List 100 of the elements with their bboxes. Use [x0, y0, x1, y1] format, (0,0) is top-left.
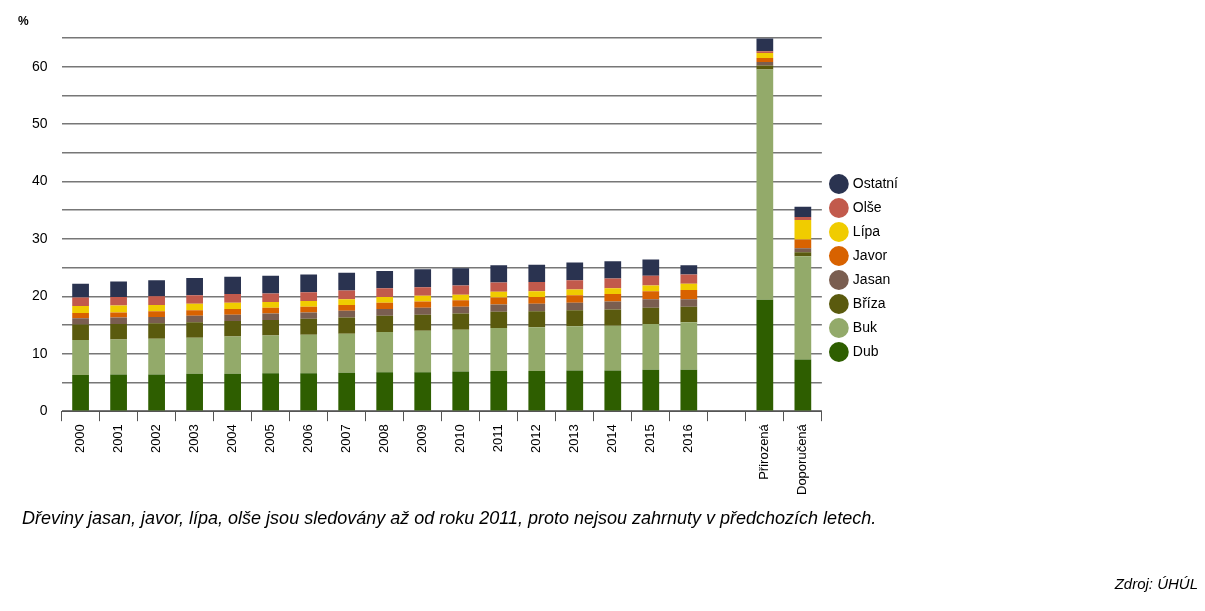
bar — [72, 318, 89, 325]
bar — [794, 256, 812, 360]
x-tick-label: 2011 — [490, 424, 506, 453]
legend-label: Javor — [852, 246, 888, 263]
legend-label: Dub — [852, 342, 879, 359]
bar — [566, 262, 584, 281]
bar — [186, 303, 203, 311]
bar — [148, 311, 165, 318]
bar — [604, 325, 622, 371]
bar — [224, 302, 241, 309]
x-tick-label: 2005 — [262, 424, 278, 454]
bar — [414, 269, 432, 288]
bar — [148, 338, 165, 375]
bar — [756, 52, 774, 59]
bar — [262, 293, 280, 303]
bar — [490, 370, 508, 411]
bar — [490, 265, 508, 283]
bar — [528, 296, 546, 304]
bar — [338, 299, 356, 305]
bar — [72, 375, 89, 411]
bar — [794, 217, 812, 220]
bar — [376, 296, 394, 303]
bar — [604, 301, 622, 310]
x-tick-label: 2009 — [414, 424, 430, 454]
bar — [528, 327, 546, 371]
bar — [224, 373, 241, 411]
bar — [72, 283, 89, 298]
bar — [72, 313, 89, 319]
text: Dřeviny jasan, javor, lípa, olše jsou sledovány až od roku 2011, proto nejsou zahrnuty v předchozích letech. — [22, 508, 878, 529]
bar — [452, 313, 470, 330]
bar — [72, 339, 89, 375]
bar — [604, 278, 622, 289]
bar — [300, 274, 318, 293]
bar — [262, 275, 280, 294]
bar — [72, 297, 89, 307]
bar — [680, 306, 698, 323]
bar — [642, 299, 660, 308]
bar — [186, 315, 203, 323]
x-tick-label: 2010 — [452, 424, 468, 454]
bar — [642, 259, 660, 276]
bar — [376, 271, 394, 289]
bar — [566, 280, 584, 290]
bar — [566, 326, 584, 371]
y-axis-title: % — [18, 14, 29, 29]
bar — [110, 312, 127, 318]
x-tick-label: 2012 — [528, 424, 544, 454]
bar — [756, 299, 774, 411]
bar — [604, 370, 622, 411]
bar — [110, 317, 127, 324]
bar — [642, 369, 660, 411]
bar — [414, 314, 432, 331]
bar — [642, 323, 660, 370]
bar — [338, 333, 356, 373]
bar — [680, 299, 698, 307]
bar — [110, 374, 127, 411]
bar — [528, 282, 546, 292]
bar — [414, 301, 432, 308]
bar — [72, 306, 89, 313]
bar — [110, 323, 127, 340]
bar — [528, 311, 546, 328]
bar — [262, 373, 280, 411]
x-tick-label: 2004 — [224, 424, 240, 454]
bar — [566, 302, 584, 311]
bar — [528, 291, 546, 297]
bar — [148, 317, 165, 324]
bar — [338, 290, 356, 300]
bar — [300, 312, 318, 319]
bar — [148, 323, 165, 339]
y-tick-label: 60 — [31, 57, 48, 74]
legend-label: Lípa — [852, 222, 881, 239]
bar — [756, 58, 774, 63]
bar — [414, 295, 432, 302]
bar — [300, 292, 318, 301]
bar — [414, 307, 432, 315]
y-tick-label: 40 — [31, 172, 48, 189]
bar — [452, 268, 470, 286]
x-tick-label: 2015 — [642, 424, 658, 454]
bar — [224, 308, 241, 315]
bar — [794, 219, 812, 240]
bar — [794, 239, 812, 249]
bar — [186, 322, 203, 338]
bar — [148, 374, 165, 411]
x-tick-label: Přirozená — [756, 423, 772, 480]
legend-label: Buk — [852, 318, 878, 335]
bar — [186, 310, 203, 316]
bar — [262, 302, 280, 308]
bar — [756, 62, 774, 66]
bar — [566, 295, 584, 303]
x-tick-label: Doporučená — [794, 423, 810, 495]
bar — [452, 306, 470, 314]
bar — [490, 311, 508, 328]
x-tick-label: 2001 — [110, 424, 126, 454]
bar — [756, 65, 774, 70]
bar — [224, 314, 241, 322]
bar — [680, 290, 698, 300]
bar — [452, 371, 470, 411]
bar — [262, 313, 280, 320]
bar — [224, 276, 241, 295]
bar — [452, 285, 470, 295]
bar — [680, 283, 698, 291]
